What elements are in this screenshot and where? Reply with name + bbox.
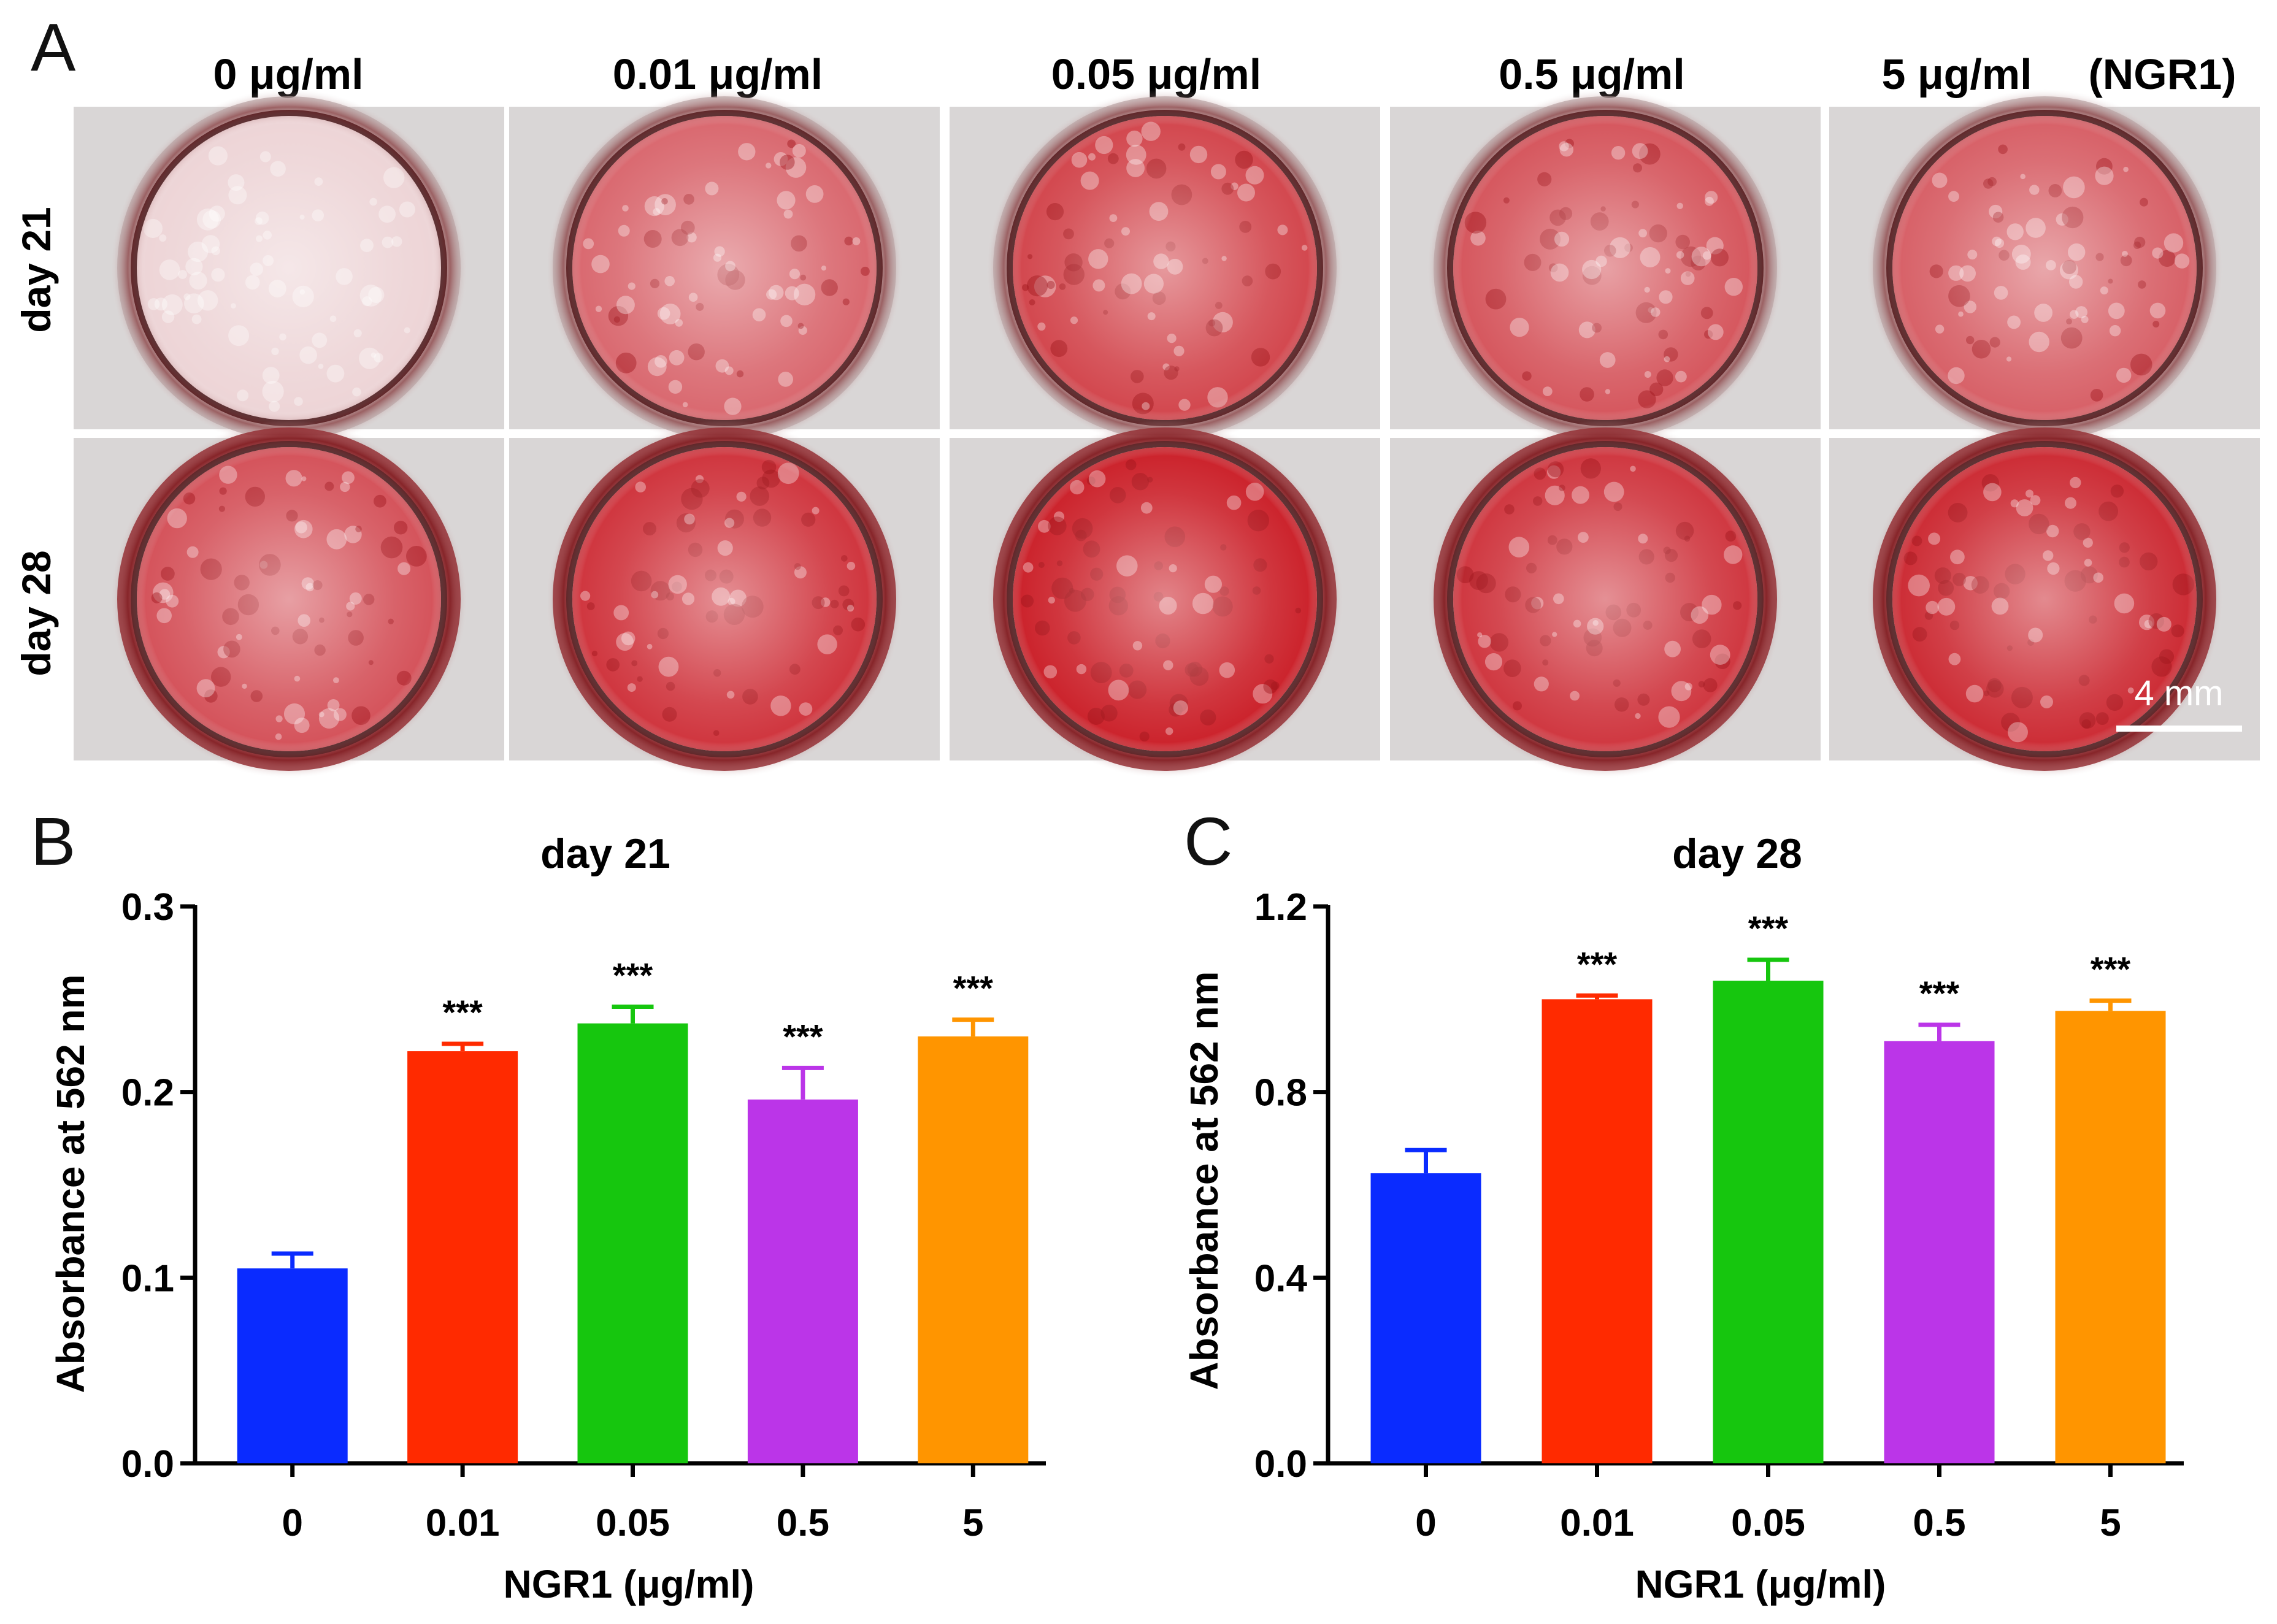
row-label-day-21: day 21	[13, 207, 59, 332]
bar	[918, 1036, 1029, 1463]
well-image	[71, 420, 507, 778]
chart-b-ylabel: Absorbance at 562 nm	[48, 975, 93, 1393]
well-image	[507, 89, 942, 447]
x-tick-label: 5	[2100, 1502, 2121, 1544]
significance-marker: ***	[1919, 974, 1960, 1013]
significance-marker: ***	[783, 1017, 823, 1055]
chart-c-xlabel: NGR1 (μg/ml)	[1635, 1562, 1886, 1606]
y-tick-label: 0.8	[1254, 1072, 1307, 1114]
bar	[1713, 981, 1824, 1463]
significance-marker: ***	[1577, 944, 1618, 983]
well-image	[1827, 89, 2262, 447]
x-tick-label: 0.05	[596, 1502, 670, 1544]
well-image	[1388, 420, 1823, 778]
bar	[747, 1099, 858, 1463]
y-tick-label: 1.2	[1254, 886, 1307, 929]
chart-b-title: day 21	[540, 830, 670, 877]
significance-marker: ***	[442, 993, 483, 1032]
x-tick-label: 5	[962, 1502, 983, 1544]
well-image	[947, 420, 1383, 778]
x-tick-label: 0	[282, 1502, 302, 1544]
x-tick-label: 0.01	[426, 1502, 500, 1544]
chart-c: C day 28 Absorbance at 562 nm NGR1 (μg/m…	[1182, 804, 2184, 1606]
panel-b-letter: B	[31, 804, 75, 879]
chart-c-title: day 28	[1672, 830, 1802, 877]
bar	[2055, 1011, 2166, 1463]
treatment-label: (NGR1)	[2088, 50, 2236, 98]
chart-b-xlabel: NGR1 (μg/ml)	[504, 1562, 755, 1606]
significance-marker: ***	[953, 969, 994, 1008]
well-image	[71, 89, 507, 447]
bar	[577, 1023, 688, 1463]
panel-c-letter: C	[1184, 804, 1232, 879]
well-image-grid	[71, 89, 2262, 778]
panel-a: A 0 μg/ml 0.01 μg/ml 0.05 μg/ml 0.5 μg/m…	[13, 10, 2262, 778]
well-image	[947, 89, 1383, 447]
y-tick-label: 0.4	[1254, 1257, 1308, 1300]
panel-a-letter: A	[31, 10, 76, 85]
significance-marker: ***	[2091, 950, 2131, 989]
chart-b: B day 21 Absorbance at 562 nm NGR1 (μg/m…	[31, 804, 1046, 1606]
x-tick-label: 0.5	[1913, 1502, 1965, 1544]
scale-bar	[2116, 726, 2242, 732]
bar	[407, 1051, 518, 1463]
chart-b-plot-area: 0.0 0.1 0.2 0.3 0 0.01 *** 0.05 *** 0.5 *** 5 ***	[121, 886, 1046, 1544]
chart-c-ylabel: Absorbance at 562 nm	[1182, 971, 1226, 1390]
bar	[237, 1268, 348, 1463]
bar	[1542, 999, 1653, 1463]
y-tick-label: 0.2	[121, 1072, 174, 1114]
scale-bar-label: 4 mm	[2135, 673, 2224, 713]
x-tick-label: 0.5	[777, 1502, 829, 1544]
bar	[1884, 1041, 1995, 1463]
y-tick-label: 0.1	[121, 1257, 174, 1300]
x-tick-label: 0.01	[1560, 1502, 1634, 1544]
row-label-day-28: day 28	[13, 550, 59, 676]
chart-c-plot-area: 0.0 0.4 0.8 1.2 0 0.01 *** 0.05 *** 0.5 *** 5 ***	[1254, 886, 2184, 1544]
significance-marker: ***	[613, 956, 653, 994]
bar	[1370, 1173, 1481, 1463]
y-tick-label: 0.0	[1254, 1443, 1307, 1485]
concentration-header: 5 μg/ml	[1881, 50, 2032, 98]
x-tick-label: 0	[1415, 1502, 1436, 1544]
y-tick-label: 0.3	[121, 886, 174, 929]
well-image	[1827, 420, 2262, 778]
well-image	[507, 420, 942, 778]
significance-marker: ***	[1748, 909, 1789, 948]
x-tick-label: 0.05	[1731, 1502, 1805, 1544]
well-image	[1388, 89, 1823, 447]
y-tick-label: 0.0	[121, 1443, 174, 1485]
